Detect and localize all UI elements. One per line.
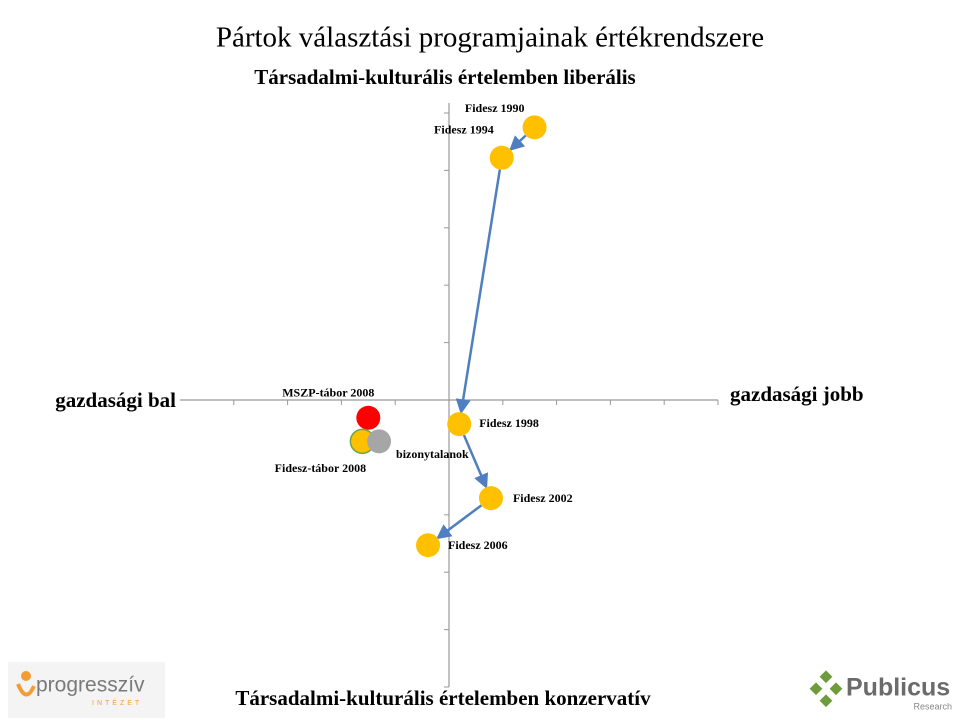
arrow: [455, 169, 502, 415]
point-label: Fidesz 1990: [465, 101, 525, 115]
arrow: [436, 504, 483, 540]
logo-text: progresszív: [36, 674, 145, 697]
point: [416, 533, 441, 558]
point-label: bizonytalanok: [396, 447, 469, 461]
chart-title: Pártok választási programjainak értékren…: [216, 22, 764, 54]
point: [447, 412, 472, 437]
axis-label-bottom: Társadalmi-kulturális értelemben konzerv…: [235, 686, 651, 710]
arrow: [462, 434, 489, 489]
point-label: Fidesz 2002: [513, 491, 573, 505]
point-label: Fidesz-tábor 2008: [275, 461, 366, 475]
point-label: MSZP-tábor 2008: [282, 386, 374, 400]
point-label: Fidesz 2006: [448, 538, 508, 552]
point: [478, 486, 503, 511]
logo-right: Publicus Research: [809, 670, 952, 711]
axis-label-top: Társadalmi-kulturális értelemben liberál…: [254, 65, 635, 89]
logo-text: Publicus: [846, 674, 950, 702]
logo-left: progresszív INTÉZET: [8, 662, 165, 718]
point: [489, 145, 514, 170]
axis-label-right: gazdasági jobb: [730, 382, 864, 406]
point: [367, 429, 392, 454]
point: [356, 405, 381, 430]
plot-area: Fidesz 1990 Fidesz 1994 Fidesz 1998 Fidesz …: [180, 101, 719, 688]
arrow: [509, 134, 527, 151]
point-label: Fidesz 1998: [479, 416, 539, 430]
point-label: Fidesz 1994: [434, 123, 494, 137]
point: [522, 115, 547, 140]
logo-subtext: INTÉZET: [92, 698, 142, 707]
axis-label-left: gazdasági bal: [55, 388, 176, 412]
logo-subtext: Research: [913, 701, 952, 711]
